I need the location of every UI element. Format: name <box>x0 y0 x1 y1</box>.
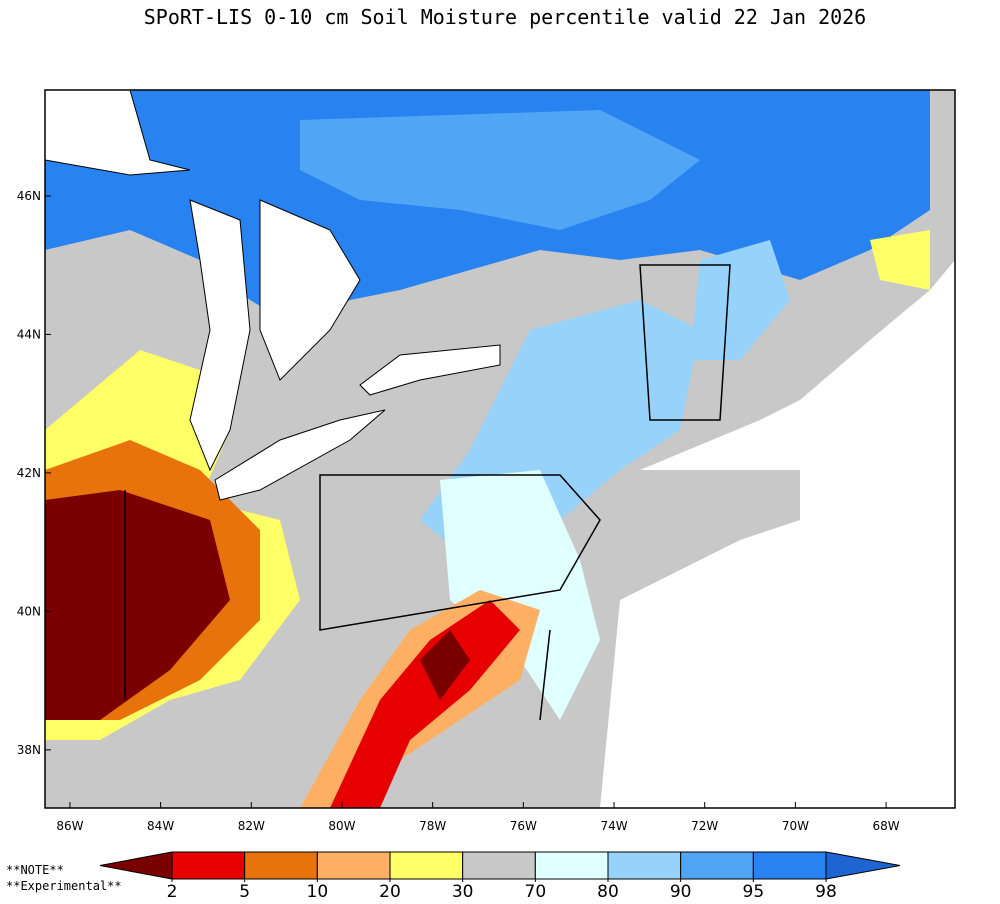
colorbar-segment <box>171 851 246 880</box>
colorbar-segment <box>680 851 754 880</box>
lake-superior <box>45 90 191 176</box>
x-tick-label: 86W <box>56 819 83 833</box>
yellow-region <box>870 230 930 290</box>
note: **Experimental** <box>6 879 122 893</box>
y-tick-label: 46N <box>17 189 41 203</box>
colorbar-segment <box>462 851 536 880</box>
x-tick-label: 84W <box>147 819 174 833</box>
y-tick-label: 40N <box>17 604 41 618</box>
x-tick-label: 68W <box>873 819 900 833</box>
colorbar-label: 80 <box>597 882 619 900</box>
axes: 86W 84W 82W 80W 78W 76W 74W 72W 70W 68W 38N 40N 42N 4… <box>17 189 900 833</box>
lake-ontario <box>359 344 501 396</box>
colorbar-label: 2 <box>167 882 178 900</box>
colorbar-label: 90 <box>670 882 692 900</box>
dark-red-region <box>45 490 230 720</box>
x-tick-label: 70W <box>782 819 809 833</box>
state-borders <box>124 264 731 721</box>
x-tick-label: 78W <box>419 819 446 833</box>
colorbar-arrow <box>99 851 173 880</box>
map-field <box>44 89 956 809</box>
x-tick-label: 72W <box>691 819 718 833</box>
colorbar-label: 20 <box>379 882 401 900</box>
colorbar-arrow <box>825 851 901 880</box>
lake-erie <box>214 409 386 501</box>
colorbar-segment <box>534 851 609 880</box>
blue-region <box>300 110 700 230</box>
y-tick-label: 38N <box>17 743 41 757</box>
colorbar-segment <box>389 851 464 880</box>
colorbar-segment <box>607 851 682 880</box>
colorbar-label: 95 <box>743 882 765 900</box>
light-blue-region <box>690 240 790 360</box>
map-title: SPoRT-LIS 0-10 cm Soil Moisture percenti… <box>144 5 866 29</box>
y-tick-label: 44N <box>17 327 41 341</box>
colorbar-segment <box>752 851 827 880</box>
colorbar-label: 30 <box>452 882 474 900</box>
y-tick-label: 42N <box>17 466 41 480</box>
colorbar-label: 70 <box>525 882 547 900</box>
red-region <box>330 600 520 808</box>
x-tick-label: 80W <box>328 819 355 833</box>
x-tick-label: 82W <box>238 819 265 833</box>
colorbar-label: 10 <box>307 882 329 900</box>
ocean <box>600 260 955 808</box>
x-tick-label: 74W <box>600 819 627 833</box>
cyan-region <box>440 470 600 720</box>
lake-huron <box>259 199 361 381</box>
colorbar-segment <box>316 851 391 880</box>
lake-michigan <box>189 199 251 472</box>
colorbar-label: 5 <box>239 882 250 900</box>
x-tick-label: 76W <box>510 819 537 833</box>
map-frame <box>44 89 956 809</box>
note: **NOTE** <box>6 863 64 877</box>
colorbar: 2 5 10 20 30 70 80 90 95 98 <box>99 851 901 902</box>
colorbar-segment <box>244 851 318 880</box>
colorbar-label: 98 <box>815 882 837 900</box>
dark-red-region <box>420 630 470 700</box>
